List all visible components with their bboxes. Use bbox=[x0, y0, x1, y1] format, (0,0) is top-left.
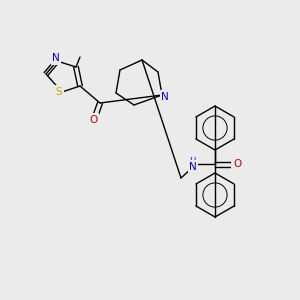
Text: N: N bbox=[52, 53, 60, 63]
Text: N: N bbox=[189, 162, 197, 172]
Text: S: S bbox=[56, 87, 62, 97]
Text: N: N bbox=[161, 92, 169, 102]
Text: O: O bbox=[233, 159, 241, 169]
Text: H: H bbox=[189, 158, 195, 166]
Text: O: O bbox=[89, 115, 97, 125]
